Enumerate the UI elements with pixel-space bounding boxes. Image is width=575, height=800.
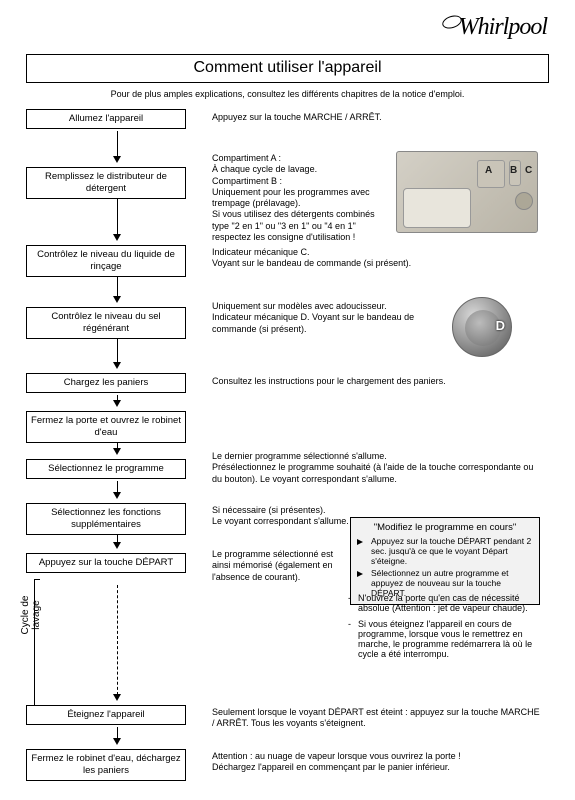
step-box: Fermez le robinet d'eau, déchargez les p… bbox=[26, 749, 186, 781]
compartment-c-label: C bbox=[525, 165, 532, 176]
page-subtitle: Pour de plus amples explications, consul… bbox=[26, 89, 549, 99]
cycle-label: Cycle de lavage bbox=[20, 585, 42, 645]
dash-icon: - bbox=[348, 593, 358, 613]
compartment-b-label: B bbox=[510, 165, 517, 176]
flow-arrow-head-icon bbox=[113, 296, 121, 303]
step-box: Éteignez l'appareil bbox=[26, 705, 186, 725]
flow-arrow-head-icon bbox=[113, 362, 121, 369]
step-box: Sélectionnez les fonctions supplémentair… bbox=[26, 503, 186, 535]
step-box: Fermez la porte et ouvrez le robinet d'e… bbox=[26, 411, 186, 443]
step-description: Attention : au nuage de vapeur lorsque v… bbox=[212, 751, 542, 774]
flow-arrow-head-icon bbox=[113, 492, 121, 499]
flow-arrow-head-icon bbox=[113, 542, 121, 549]
step-description: Le programme sélectionné est ainsi mémor… bbox=[212, 549, 344, 583]
dash-icon: - bbox=[348, 619, 358, 659]
step-box: Allumez l'appareil bbox=[26, 109, 186, 129]
flow-arrow-head-icon bbox=[113, 234, 121, 241]
step-description: Si nécessaire (si présentes).Le voyant c… bbox=[212, 505, 542, 528]
step-box: Chargez les paniers bbox=[26, 373, 186, 393]
step-description: Indicateur mécanique C.Voyant sur le ban… bbox=[212, 247, 542, 270]
flow-arrow-line bbox=[117, 131, 118, 157]
brand-logo: Whirlpool bbox=[442, 14, 547, 41]
compartment-a-label: A bbox=[485, 165, 492, 176]
bullet-arrow-icon bbox=[357, 569, 367, 579]
flow-arrow-line bbox=[117, 585, 118, 695]
flow-arrow-head-icon bbox=[113, 400, 121, 407]
step-description: Compartiment A :À chaque cycle de lavage… bbox=[212, 153, 392, 243]
flow-arrow-line bbox=[117, 339, 118, 363]
page-title: Comment utiliser l'appareil bbox=[26, 54, 549, 83]
step-description: Le dernier programme sélectionné s'allum… bbox=[212, 451, 542, 485]
step-description: Appuyez sur la touche MARCHE / ARRÊT. bbox=[212, 112, 542, 123]
flow-arrow-head-icon bbox=[113, 738, 121, 745]
step-description: Consultez les instructions pour le charg… bbox=[212, 376, 542, 387]
step-description: Seulement lorsque le voyant DÉPART est é… bbox=[212, 707, 542, 730]
flow-arrow-line bbox=[117, 199, 118, 235]
step-description: Uniquement sur modèles avec adoucisseur.… bbox=[212, 301, 448, 335]
salt-indicator-image: D bbox=[452, 297, 512, 357]
flow-arrow-head-icon bbox=[113, 448, 121, 455]
flow-arrow-head-icon bbox=[113, 694, 121, 701]
warning-1: N'ouvrez la porte qu'en cas de nécessité… bbox=[358, 593, 544, 613]
modify-program-line1: Appuyez sur la touche DÉPART pendant 2 s… bbox=[371, 536, 533, 566]
flow-content: Cycle de lavage A B C D "Modifiez le pro… bbox=[26, 109, 549, 781]
step-box: Contrôlez le niveau du liquide de rinçag… bbox=[26, 245, 186, 277]
flow-arrow-head-icon bbox=[113, 156, 121, 163]
step-box: Sélectionnez le programme bbox=[26, 459, 186, 479]
salt-d-label: D bbox=[496, 318, 505, 333]
step-box: Remplissez le distributeur de détergent bbox=[26, 167, 186, 199]
page-title-text: Comment utiliser l'appareil bbox=[193, 59, 381, 76]
logo-text: Whirlpool bbox=[459, 14, 547, 40]
warning-2: Si vous éteignez l'appareil en cours de … bbox=[358, 619, 544, 659]
cycle-warnings: - N'ouvrez la porte qu'en cas de nécessi… bbox=[348, 593, 544, 665]
detergent-dispenser-image: A B C bbox=[396, 151, 538, 233]
step-box: Appuyez sur la touche DÉPART bbox=[26, 553, 186, 573]
modify-program-box: "Modifiez le programme en cours" Appuyez… bbox=[350, 517, 540, 605]
flow-arrow-line bbox=[117, 277, 118, 297]
bullet-arrow-icon bbox=[357, 537, 367, 547]
step-box: Contrôlez le niveau du sel régénérant bbox=[26, 307, 186, 339]
